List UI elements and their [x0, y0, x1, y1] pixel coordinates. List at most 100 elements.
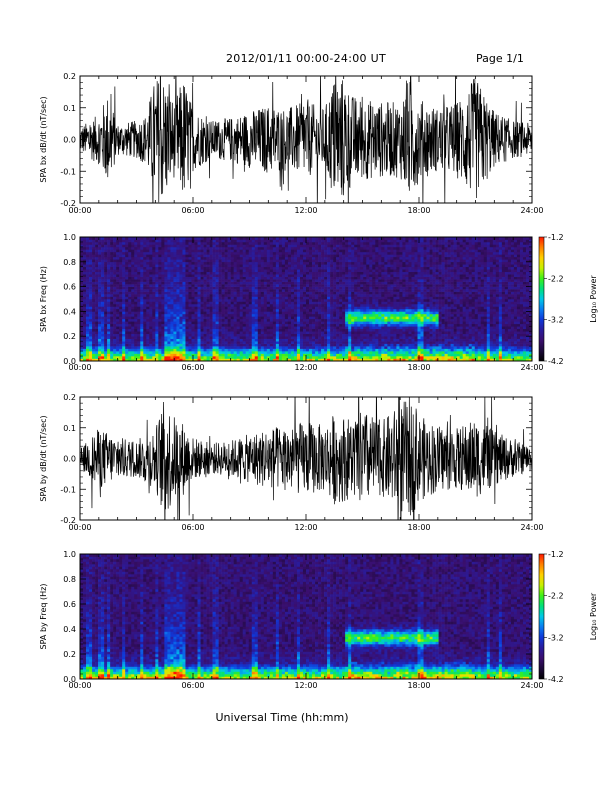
spectrogram-cell: [209, 286, 213, 290]
spectrogram-cell: [176, 341, 180, 344]
spectrogram-cell: [251, 338, 256, 342]
spectrogram-cell: [275, 254, 280, 258]
spectrogram-cell: [260, 326, 265, 330]
spectrogram-cell: [263, 321, 268, 325]
spectrogram-cell: [272, 336, 277, 339]
spectrogram-cell: [281, 308, 286, 312]
spectrogram-cell: [299, 326, 304, 330]
spectrogram-cell: [197, 336, 201, 339]
spectrogram-cell: [296, 326, 301, 330]
spectrogram-cell: [128, 328, 132, 332]
spectrogram-cell: [206, 237, 210, 240]
spectrogram-cell: [209, 346, 213, 349]
spectrogram-cell: [242, 299, 247, 302]
spectrogram-cell: [146, 289, 150, 292]
spectrogram-cell: [302, 266, 307, 270]
spectrogram-cell: [269, 256, 274, 260]
spectrogram-cell: [296, 244, 301, 248]
spectrogram-cell: [215, 291, 219, 295]
spectrogram-cell: [357, 271, 361, 275]
spectrogram-cell: [149, 301, 153, 305]
spectrogram-cell: [107, 316, 111, 320]
spectrogram-cell: [248, 289, 253, 292]
spectrogram-cell: [164, 246, 168, 250]
spectrogram-cell: [176, 348, 180, 352]
spectrogram-cell: [131, 244, 135, 248]
spectrogram-cell: [345, 256, 349, 260]
spectrogram-cell: [104, 306, 108, 310]
spectrogram-cell: [278, 333, 283, 337]
spectrogram-cell: [227, 279, 231, 282]
spectrogram-cell: [327, 237, 331, 240]
spectrogram-cell: [345, 246, 349, 250]
spectrogram-cell: [167, 294, 171, 297]
spectrogram-cell: [224, 341, 228, 344]
spectrogram-cell: [233, 358, 237, 362]
spectrogram-cell: [357, 321, 361, 325]
spectrogram-cell: [131, 326, 135, 330]
spectrogram-cell: [230, 271, 234, 275]
spectrogram-cell: [119, 348, 123, 352]
spectrogram-cell: [363, 306, 367, 310]
spectrogram-cell: [245, 246, 250, 250]
spectrogram-cell: [363, 348, 367, 352]
spectrogram-cell: [357, 284, 361, 287]
spectrogram-cell: [360, 353, 364, 357]
spectrogram-cell: [324, 249, 328, 253]
spectrogram-cell: [170, 239, 174, 243]
spectrogram-cell: [248, 261, 253, 265]
spectrogram-cell: [149, 353, 153, 357]
spectrogram-cell: [164, 328, 168, 332]
spectrogram-cell: [221, 353, 225, 357]
spectrogram-cell: [321, 259, 325, 263]
spectrogram-cell: [348, 239, 352, 243]
spectrogram-cell: [206, 286, 210, 290]
spectrogram-cell: [263, 343, 268, 347]
spectrogram-cell: [266, 348, 271, 352]
spectrogram-cell: [363, 331, 367, 335]
spectrogram-cell: [191, 318, 195, 322]
spectrogram-cell: [257, 254, 262, 258]
spectrogram-cell: [357, 299, 361, 302]
spectrogram-cell: [95, 318, 99, 322]
spectrogram-cell: [200, 343, 204, 347]
spectrogram-cell: [116, 343, 120, 347]
spectrogram-cell: [203, 326, 207, 330]
spectrogram-cell: [357, 353, 361, 357]
spectrogram-cell: [191, 281, 195, 285]
spectrogram-cell: [209, 356, 213, 359]
spectrogram-cell: [110, 338, 114, 342]
spectrogram-cell: [209, 294, 213, 297]
spectrogram-cell: [251, 294, 256, 297]
spectrogram-cell: [266, 323, 271, 327]
spectrogram-cell: [92, 336, 96, 339]
spectrogram-cell: [137, 348, 141, 352]
spectrogram-cell: [107, 343, 111, 347]
spectrogram-cell: [357, 281, 361, 285]
spectrogram-cell: [131, 351, 135, 354]
spectrogram-cell: [101, 261, 105, 265]
spectrogram-cell: [182, 281, 186, 285]
spectrogram-cell: [315, 269, 319, 273]
spectrogram-cell: [302, 358, 307, 362]
spectrogram-cell: [321, 294, 325, 297]
spectrogram-cell: [209, 338, 213, 342]
spectrogram-cell: [125, 321, 129, 325]
spectrogram-cell: [170, 346, 174, 349]
spectrogram-cell: [203, 286, 207, 290]
spectrogram-cell: [275, 318, 280, 322]
spectrogram-cell: [357, 246, 361, 250]
spectrogram-cell: [342, 343, 346, 347]
spectrogram-cell: [224, 343, 228, 347]
spectrogram-cell: [158, 316, 162, 320]
spectrogram-cell: [281, 311, 286, 315]
spectrogram-cell: [80, 249, 84, 253]
spectrogram-cell: [80, 237, 84, 240]
spectrogram-cell: [339, 281, 343, 285]
spectrogram-cell: [236, 237, 240, 240]
spectrogram-cell: [242, 266, 247, 270]
spectrogram-cell: [122, 281, 126, 285]
spectrogram-cell: [188, 259, 192, 263]
spectrogram-cell: [113, 343, 117, 347]
spectrogram-cell: [137, 356, 141, 359]
